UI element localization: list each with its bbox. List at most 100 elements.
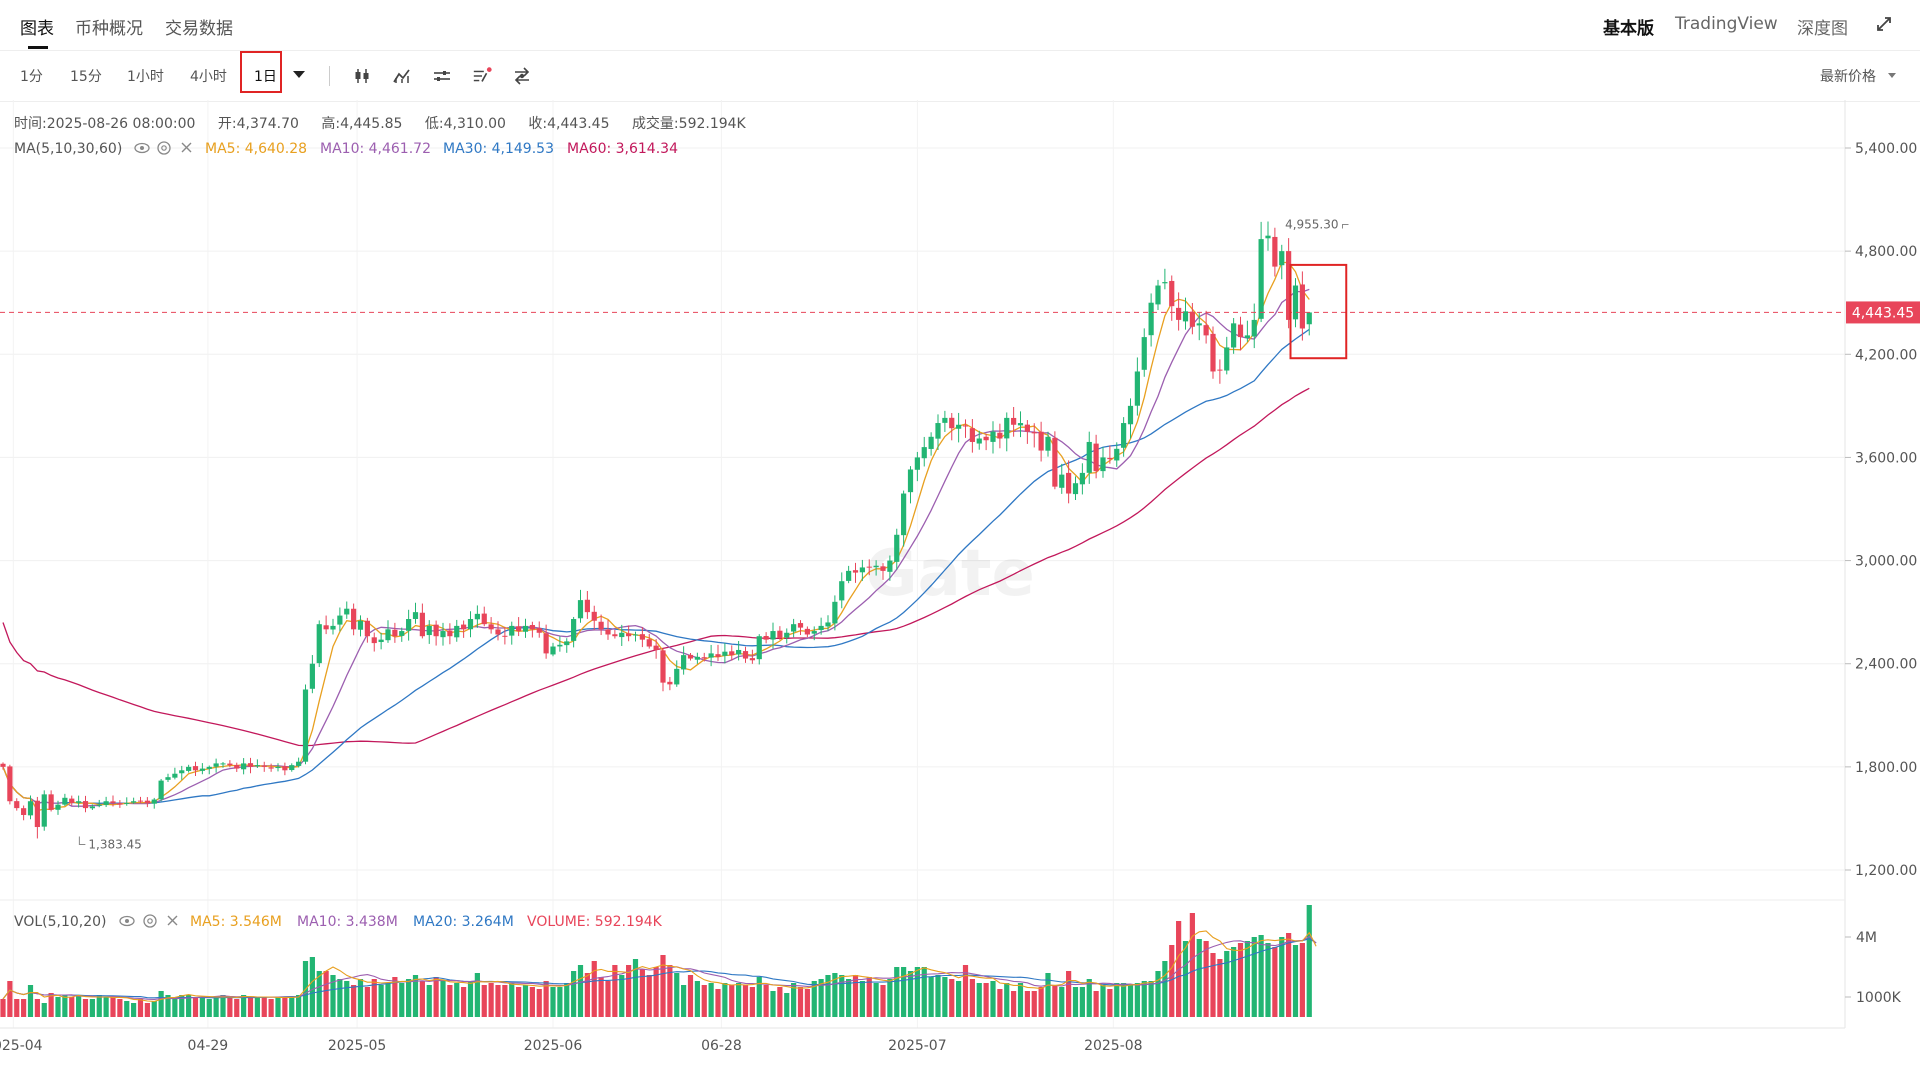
candle-42 [289,763,295,772]
volume-bar-9 [62,995,68,1017]
candle-61 [419,603,425,639]
chevron-down-icon[interactable] [293,71,305,78]
candle-body-22 [151,799,157,804]
candle-body-59 [406,619,412,631]
volume-bar-105 [722,983,728,1017]
volume-bar-169 [1162,961,1168,1017]
price-tick-label-5: 2,400.00 [1855,657,1917,673]
candle-121 [832,595,838,631]
candle-176 [1210,326,1216,379]
candle-32 [220,761,226,768]
tab-coin-overview[interactable]: 币种概况 [75,19,143,39]
volume-bar-20 [137,999,144,1017]
candle-187 [1286,238,1292,329]
settings-icon[interactable] [143,914,157,928]
volume-bar-87 [598,977,604,1017]
candle-122 [839,572,845,609]
candle-16 [110,795,116,807]
volume-bar-187 [1286,933,1292,1017]
swap-icon[interactable] [512,66,532,86]
settings-sliders-icon[interactable] [432,66,452,86]
interval-4h[interactable]: 4小时 [190,69,227,85]
candle-body-88 [605,629,611,635]
candle-96 [660,648,666,692]
candle-body-46 [316,624,322,664]
candle-body-77 [529,625,535,630]
toolbar-divider [329,66,330,86]
candle-body-101 [694,656,700,660]
chevron-down-icon[interactable] [1888,73,1896,78]
candle-60 [412,602,419,624]
volume-bar-185 [1272,947,1278,1017]
volume-bar-5 [34,999,40,1017]
candle-body-155 [1066,472,1072,494]
close-icon[interactable] [167,915,178,926]
candle-25 [172,767,178,780]
drawing-list-icon[interactable] [472,66,492,86]
candle-body-6 [41,794,47,827]
indicator-icon[interactable] [392,66,412,86]
interval-1d[interactable]: 1日 [254,69,277,85]
candle-body-72 [495,629,501,635]
volume-bar-189 [1299,943,1305,1017]
candle-58 [399,627,405,642]
candle-94 [646,634,652,649]
close-icon[interactable] [181,142,192,153]
volume-bar-68 [467,981,474,1017]
volume-bar-17 [117,999,123,1017]
candle-body-32 [220,763,226,765]
candle-177 [1217,359,1223,384]
expand-icon[interactable] [1874,14,1894,34]
price-type-select[interactable]: 最新价格 [1820,69,1876,85]
candle-46 [316,620,322,668]
low-value: 4,310.00 [444,116,506,132]
volume-bar-37 [254,997,260,1017]
candle-130 [894,528,900,570]
price-tick-label-3: 3,600.00 [1855,450,1917,466]
candlestick-icon[interactable] [352,66,372,86]
tab-chart[interactable]: 图表 [20,19,54,39]
date-tick-label-2: 2025-05 [328,1038,387,1054]
volume-bar-136 [935,975,941,1017]
candle-21 [144,797,150,808]
interval-1h[interactable]: 1小时 [127,69,164,85]
candle-body-180 [1237,324,1244,338]
eye-icon[interactable] [134,142,150,154]
candle-body-21 [144,800,150,803]
candle-body-44 [302,689,309,762]
tab-depth-chart[interactable]: 深度图 [1797,19,1848,39]
volume-bar-64 [440,981,446,1017]
candle-47 [323,615,329,635]
candle-body-10 [69,798,75,803]
tab-trade-data[interactable]: 交易数据 [165,19,233,39]
candle-body-146 [1004,417,1010,439]
candle-34 [234,762,240,772]
candle-158 [1086,431,1092,484]
candle-body-19 [131,801,137,803]
candle-body-75 [516,626,522,632]
candle-137 [942,410,948,432]
candle-88 [605,619,611,640]
candle-156 [1072,476,1079,500]
eye-icon[interactable] [119,915,135,927]
candles [0,221,1312,839]
candle-51 [351,603,357,636]
vol-ma20-label: MA20: 3.264M [413,914,514,930]
settings-icon[interactable] [157,141,171,155]
candle-body-107 [736,649,742,655]
tab-basic[interactable]: 基本版 [1603,19,1654,39]
interval-15m[interactable]: 15分 [70,69,102,85]
candle-13 [89,804,95,810]
volume-bar-128 [880,985,886,1017]
candle-body-169 [1162,282,1168,284]
interval-1m[interactable]: 1分 [20,69,43,85]
candle-154 [1059,463,1065,494]
candle-161 [1107,445,1113,464]
tab-tradingview[interactable]: TradingView [1675,14,1778,34]
price-tick-label-1: 4,800.00 [1855,244,1917,260]
volume-bar-145 [997,989,1003,1017]
volume-bar-127 [873,983,879,1017]
volume-bar-59 [406,979,412,1017]
volume-bar-25 [172,997,178,1017]
